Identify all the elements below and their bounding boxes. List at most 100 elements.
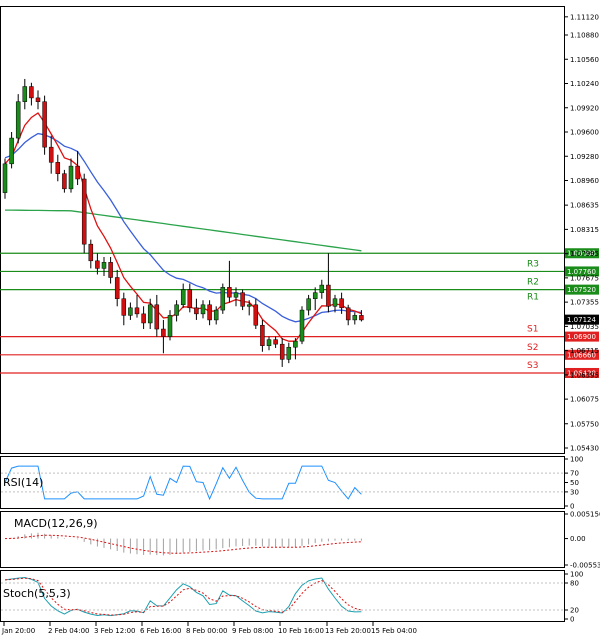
candle-body	[312, 292, 318, 299]
ma-200-path	[5, 209, 362, 252]
price-tick-label: 1.10880	[570, 32, 599, 40]
macd-tick-label: 0.00	[570, 535, 586, 543]
candle-body	[246, 304, 252, 307]
current-price-marker: 1.07124	[565, 314, 599, 325]
candle-body	[174, 304, 179, 316]
stoch-tick-label: 20	[570, 607, 579, 615]
candle-body	[286, 346, 292, 360]
candle-body	[108, 262, 113, 278]
level-name-label: S2	[527, 343, 538, 353]
level-price-label: 1.06900	[567, 333, 596, 341]
candle-body	[128, 307, 133, 316]
ma-200-line	[5, 209, 362, 252]
stoch-tick-label: 0	[570, 616, 574, 624]
time-axis: Jan 20:00 2 Feb 04:00 3 Feb 12:00 6 Feb 16:…	[1, 622, 417, 635]
price-tick-label: 1.07355	[570, 299, 599, 307]
rsi-path	[4, 465, 362, 501]
candlesticks	[2, 78, 364, 367]
candle-body	[180, 289, 186, 306]
candle-body	[319, 284, 325, 293]
price-tick-label: 1.06075	[570, 396, 599, 404]
time-tick-label: 6 Feb 16:00	[140, 627, 181, 635]
candle-body	[141, 313, 146, 324]
level-price-box	[565, 367, 599, 378]
rsi-label: RSI(14)	[3, 476, 43, 489]
stoch-k-path	[4, 576, 362, 617]
level-price-box	[565, 331, 599, 342]
candle-body	[9, 137, 14, 165]
price-tick-label: 1.08960	[570, 177, 599, 185]
macd-label: MACD(12,26,9)	[14, 517, 98, 530]
candle-body	[147, 304, 153, 324]
price-tick-label: 1.08635	[570, 202, 599, 210]
level-price-label: 1.06420	[567, 369, 596, 377]
candle-body	[29, 86, 34, 99]
candle-body	[48, 146, 54, 163]
level-price-label: 1.08000	[567, 250, 596, 258]
rsi-tick-label: 30	[570, 488, 579, 496]
candle-body	[81, 178, 87, 245]
level-price-label: 1.07760	[567, 268, 596, 276]
level-price-box	[565, 349, 599, 360]
price-tick-label: 1.08315	[570, 226, 599, 234]
price-tick-label: 1.09920	[570, 104, 599, 112]
candle-body	[260, 324, 265, 346]
stoch-label: Stoch(5,5,3)	[3, 587, 71, 600]
time-tick-label: 3 Feb 12:00	[94, 627, 135, 635]
level-price-label: 1.06660	[567, 351, 596, 359]
macd-tick-label: -0.005537	[570, 562, 600, 570]
price-tick-label: 1.11120	[570, 13, 599, 21]
current-price-box	[565, 314, 599, 325]
time-tick-label: Jan 20:00	[1, 627, 35, 635]
candle-body	[75, 165, 80, 180]
candle-body	[95, 260, 100, 269]
candle-body	[213, 309, 219, 321]
candle-body	[22, 86, 28, 102]
price-tick-label: 1.07035	[570, 323, 599, 331]
level-name-label: R1	[527, 293, 539, 303]
time-tick-label: 15 Feb 04:00	[371, 627, 417, 635]
time-tick-label: 2 Feb 04:00	[48, 627, 89, 635]
price-tick-label: 1.05750	[570, 420, 599, 428]
level-price-label: 1.07520	[567, 286, 596, 294]
price-tick-label: 1.07995	[570, 250, 599, 258]
candle-body	[134, 307, 140, 315]
candle-body	[227, 287, 232, 298]
candle-body	[359, 315, 364, 321]
level-price-box	[565, 266, 599, 277]
price-tick-label: 1.06395	[570, 371, 599, 379]
level-name-label: S1	[527, 325, 538, 335]
candle-body	[167, 315, 173, 337]
candle-body	[55, 162, 61, 174]
level-name-label: R3	[527, 259, 539, 269]
candle-body	[154, 304, 160, 330]
price-axis: 1.11120 1.10880 1.10560 1.10240 1.09920 1.096…	[564, 13, 599, 453]
candle-body	[326, 284, 331, 307]
candle-body	[207, 304, 212, 321]
price-tick-label: 1.05430	[570, 445, 599, 453]
candle-body	[62, 173, 67, 190]
level-price-box	[565, 248, 599, 259]
candle-body	[187, 289, 193, 309]
candle-body	[233, 292, 239, 298]
candle-body	[279, 343, 285, 360]
stoch-lines	[4, 576, 362, 617]
level-name-label: R2	[527, 278, 539, 288]
price-tick-label: 1.06715	[570, 347, 599, 355]
candle-body	[101, 262, 107, 269]
level-name-label: S3	[527, 361, 538, 371]
candle-body	[200, 304, 206, 315]
candle-body	[114, 277, 120, 299]
candle-body	[194, 307, 199, 315]
price-tick-label: 1.07675	[570, 274, 599, 282]
rsi-tick-label: 100	[570, 456, 583, 464]
price-tick-label: 1.09280	[570, 153, 599, 161]
time-tick-label: 13 Feb 20:00	[325, 627, 371, 635]
